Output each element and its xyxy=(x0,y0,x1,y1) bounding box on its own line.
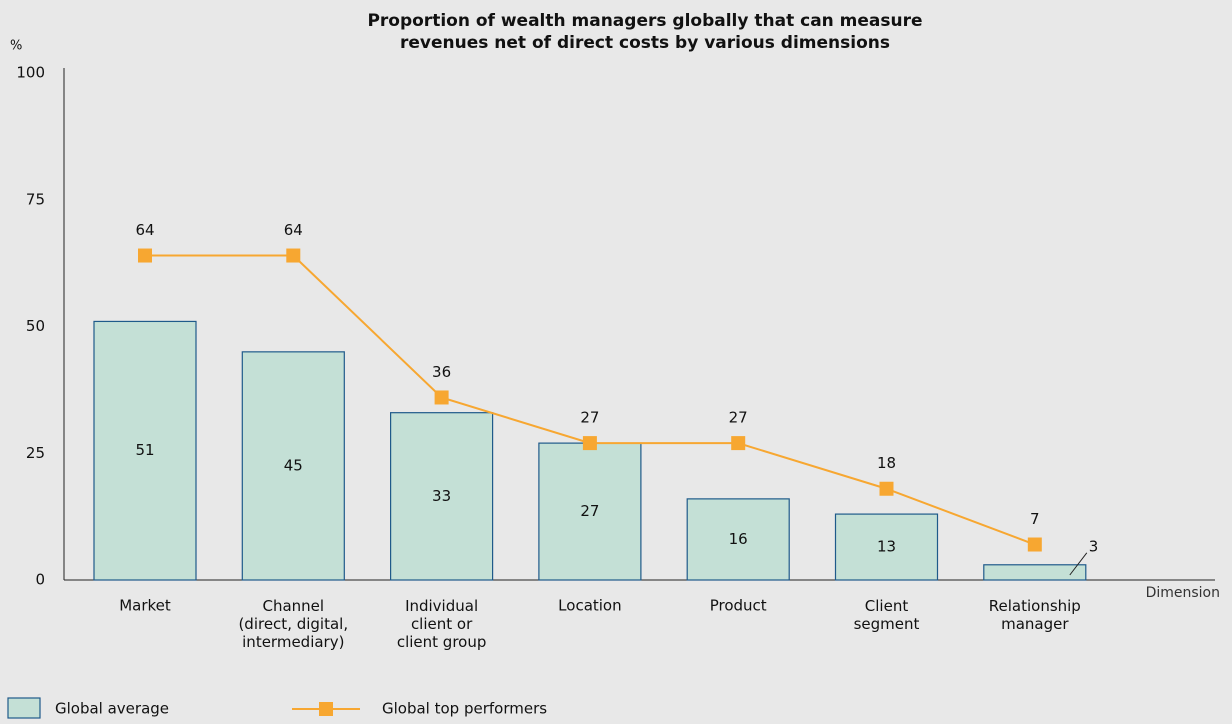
line-value-label: 27 xyxy=(729,409,748,427)
line-marker xyxy=(582,436,597,451)
y-tick-label: 25 xyxy=(26,444,45,462)
text-line: segment xyxy=(854,615,920,633)
x-tick-label: Relationship manager xyxy=(989,597,1081,633)
y-tick-label: 50 xyxy=(26,317,45,335)
chart-title: Proportion of wealth managers globally t… xyxy=(367,11,922,53)
text-line: manager xyxy=(1001,615,1069,633)
text-line: (direct, digital, xyxy=(238,615,348,633)
line-marker xyxy=(879,481,894,496)
x-tick-label: Market xyxy=(119,597,171,615)
y-tick-label: 75 xyxy=(26,190,45,208)
line-value-label: 64 xyxy=(284,221,303,239)
line-marker xyxy=(286,248,301,263)
text-line: Relationship xyxy=(989,597,1081,615)
line-marker xyxy=(1027,537,1042,552)
line-value-label: 64 xyxy=(135,221,154,239)
x-tick-label: Channel (direct, digital, intermediary) xyxy=(238,597,348,651)
line-marker xyxy=(138,248,152,263)
line-marker xyxy=(731,436,746,451)
line-marker xyxy=(434,390,449,405)
legend-label: Global average xyxy=(55,700,169,718)
text-line: intermediary) xyxy=(242,633,344,651)
bar xyxy=(834,513,939,581)
line-value-label: 18 xyxy=(877,454,896,472)
bar-value-label: 33 xyxy=(432,487,451,505)
x-tick-label: Location xyxy=(558,597,621,615)
line-value-label: 36 xyxy=(432,363,451,381)
bar xyxy=(93,320,197,581)
x-axis-label: Dimension xyxy=(1146,585,1220,601)
bar xyxy=(983,564,1087,581)
text-line: Proportion of wealth managers globally t… xyxy=(367,11,922,31)
text-line: Channel xyxy=(263,597,325,615)
bar xyxy=(538,442,642,581)
leader-line xyxy=(1069,552,1088,576)
bar-value-label: 3 xyxy=(1089,537,1099,555)
text-line: Client xyxy=(865,597,909,615)
x-tick-label: Individual client or client group xyxy=(397,597,487,651)
legend-label: Global top performers xyxy=(382,700,547,718)
y-tick-label: 100 xyxy=(16,64,45,82)
line-value-label: 7 xyxy=(1030,510,1040,528)
y-tick-label: 0 xyxy=(35,571,45,589)
bar-value-label: 27 xyxy=(580,502,599,520)
legend-marker xyxy=(319,702,333,716)
text-line: client group xyxy=(397,633,487,651)
bar xyxy=(241,351,345,581)
x-tick-label: Client segment xyxy=(854,597,920,633)
bar xyxy=(390,412,494,581)
bar-value-label: 45 xyxy=(284,456,303,474)
bar xyxy=(686,498,790,581)
text-line: revenues net of direct costs by various … xyxy=(400,33,890,53)
y-axis-label: % xyxy=(10,39,22,54)
text-line: client or xyxy=(411,615,473,633)
legend-swatch xyxy=(7,697,41,719)
bar-value-label: 13 xyxy=(877,538,896,556)
text-line: Individual xyxy=(405,597,478,615)
bar-value-label: 51 xyxy=(135,441,154,459)
line-value-label: 27 xyxy=(580,409,599,427)
x-tick-label: Product xyxy=(710,597,767,615)
bar-value-label: 16 xyxy=(729,530,748,548)
